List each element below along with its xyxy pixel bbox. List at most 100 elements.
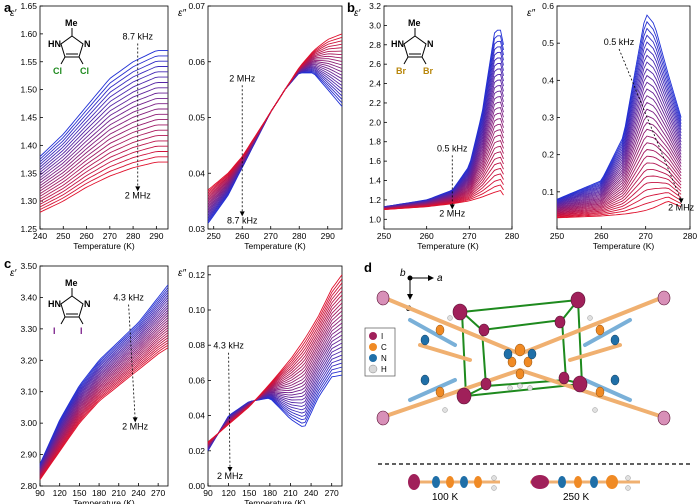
x-tick-label: 150	[242, 488, 256, 498]
x-tick-label: 120	[53, 488, 67, 498]
methyl-label: Me	[65, 18, 78, 28]
series-line-22	[207, 33, 343, 191]
series-line-19	[39, 329, 169, 476]
series-line-1	[39, 50, 168, 157]
series-line-6	[556, 47, 682, 203]
y-tick-label: 1.0	[369, 214, 381, 224]
annotation-arrowhead	[239, 211, 245, 217]
x-tick-label: 280	[126, 231, 140, 241]
panel-label-c: c	[4, 256, 11, 271]
chart-b-imag-permittivity: 250 260 270 280 0.1 0.2 0.3 0.4 0.5 0.6 Temperatur…	[527, 1, 697, 251]
halogen-bond-left	[60, 56, 66, 65]
x-tick-label: 280	[505, 231, 519, 241]
annotation-label-1: 0.5 kHz	[437, 143, 468, 153]
y-tick-label: 2.6	[369, 59, 381, 69]
series-line-25	[556, 175, 682, 216]
annotation-arrowhead	[132, 417, 138, 423]
y-tick-label: 0.12	[188, 270, 205, 280]
x-tick-label: 250	[550, 231, 564, 241]
axis-a-label: a	[437, 273, 443, 284]
series-line-1	[556, 14, 682, 200]
y-tick-label: 0.02	[188, 446, 205, 456]
y-tick-label: 0.06	[188, 57, 205, 67]
halogen-label-left: Cl	[53, 66, 62, 76]
series-line-18	[39, 327, 169, 475]
x-tick-label: 260	[594, 231, 608, 241]
temperature-label-250K: 250 K	[563, 492, 589, 503]
series-line-23	[39, 339, 169, 479]
y-tick-label: 0.5	[542, 38, 554, 48]
series-line-20	[39, 151, 168, 208]
annotation-label-2: 2 MHz	[439, 208, 466, 218]
y-tick-label: 0.00	[188, 481, 205, 491]
x-tick-label: 280	[683, 231, 697, 241]
annotation-label-1: 4.3 kHz	[213, 341, 244, 351]
y-tick-label: 1.60	[20, 29, 37, 39]
series-line-15	[39, 124, 168, 195]
chart-a-real-permittivity: 240 250 260 270 280 290 1.25 1.30 1.35 1.40 1.45 1.…	[10, 1, 169, 251]
series-line-13	[39, 113, 168, 189]
series-line-27	[556, 187, 682, 217]
halogen-bond-right	[421, 56, 427, 65]
y-tick-label: 0.07	[188, 1, 205, 11]
x-tick-label: 250	[207, 231, 221, 241]
series-line-6	[39, 297, 169, 468]
x-tick-label: 150	[72, 488, 86, 498]
y-tick-label: 2.8	[369, 40, 381, 50]
series-line-3	[556, 27, 682, 201]
series-line-5	[556, 41, 682, 203]
annotation-label-2: 2 MHz	[125, 190, 152, 200]
annotation-arrowhead	[227, 466, 233, 472]
legend-marker-I	[369, 332, 377, 340]
x-tick-label: 240	[131, 488, 145, 498]
annotation-label-1: 8.7 kHz	[122, 31, 153, 41]
series-line-3	[39, 289, 169, 466]
series-line-2	[39, 287, 169, 465]
y-tick-label: 3.0	[369, 20, 381, 30]
series-line-1	[207, 72, 343, 224]
y-tick-label: 1.55	[20, 57, 37, 67]
y-axis-label: ε′	[10, 268, 17, 279]
y-tick-label: 3.2	[369, 1, 381, 11]
series-line-14	[39, 119, 168, 192]
y-tick-label: 2.0	[369, 117, 381, 127]
legend-label-C: C	[381, 343, 387, 352]
series-line-9	[556, 68, 682, 205]
x-tick-label: 180	[92, 488, 106, 498]
axis-b-label: b	[400, 268, 406, 279]
series-line-9	[39, 304, 169, 470]
series-line-29	[556, 196, 682, 218]
panel-label-b: b	[347, 0, 355, 15]
y-axis-label: ε″	[527, 8, 535, 19]
series-line-21	[556, 149, 682, 213]
series-line-5	[39, 71, 168, 168]
panel-label-d: d	[364, 260, 372, 275]
series-line-7	[556, 54, 682, 204]
legend-label-I: I	[381, 332, 383, 341]
y-tick-label: 3.20	[20, 355, 37, 365]
series-line-25	[39, 344, 169, 480]
y-tick-label: 2.4	[369, 79, 381, 89]
y-tick-label: 1.30	[20, 196, 37, 206]
halogen-label-right: Cl	[80, 66, 89, 76]
plot-frame	[39, 265, 169, 487]
series-line-15	[556, 108, 682, 209]
x-tick-label: 260	[235, 231, 249, 241]
methyl-label: Me	[408, 18, 421, 28]
molecule-100K	[408, 474, 500, 491]
y-tick-label: 1.35	[20, 168, 37, 178]
series-line-30	[556, 201, 682, 219]
x-tick-label: 180	[263, 488, 277, 498]
series-line-20	[207, 40, 343, 194]
x-axis-label: Temperature (K)	[73, 241, 135, 251]
series-line-30	[383, 189, 504, 211]
series-line-21	[39, 334, 169, 477]
series-line-24	[556, 169, 682, 215]
y-tick-label: 1.8	[369, 137, 381, 147]
x-tick-label: 270	[151, 488, 165, 498]
y-tick-label: 1.65	[20, 1, 37, 11]
series-line-22	[556, 155, 682, 214]
halogen-label-left: I	[53, 326, 56, 336]
x-tick-label: 250	[56, 231, 70, 241]
